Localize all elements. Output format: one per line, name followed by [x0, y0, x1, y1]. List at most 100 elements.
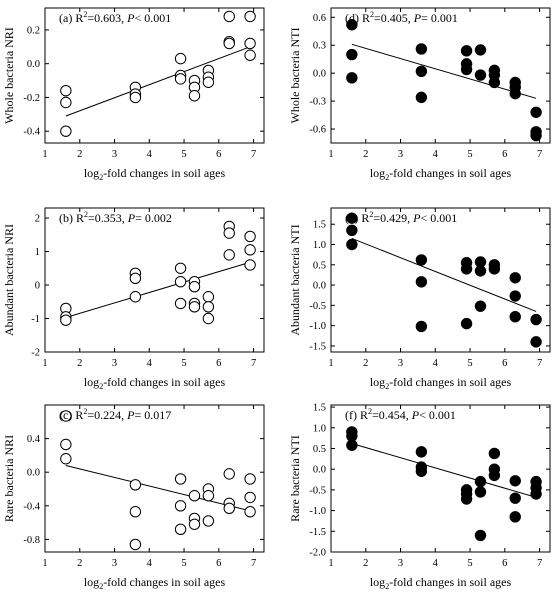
p-value: 0.002	[145, 211, 172, 225]
panel-label: (f)	[345, 408, 357, 422]
data-point	[129, 272, 142, 285]
y-tick-label: 0	[35, 281, 40, 292]
data-point	[244, 49, 256, 61]
data-point	[223, 10, 235, 23]
x-axis-label-log: log	[370, 375, 385, 389]
data-point	[60, 410, 72, 422]
y-tick-label: 0.0	[27, 59, 40, 70]
y-tick-label: 0.2	[27, 25, 40, 36]
panel-label: (d)	[345, 11, 359, 25]
data-point	[129, 505, 142, 518]
data-point	[202, 301, 215, 313]
x-tick-label: 4	[433, 558, 439, 569]
data-point	[474, 529, 487, 542]
data-point	[509, 87, 521, 100]
data-point	[244, 37, 256, 50]
x-axis-label: log2-fold changes in soil ages	[84, 575, 226, 591]
x-tick-label: 6	[502, 149, 507, 160]
x-axis-label-log: log	[84, 166, 99, 180]
data-point	[415, 320, 428, 333]
x-tick-label: 4	[147, 358, 153, 369]
y-tick-label: 0.5	[313, 444, 326, 455]
r2-value: 0.454	[379, 408, 406, 422]
y-tick-label: 0.0	[313, 69, 326, 80]
panel-e: 1 2 3 4 5 6 7-1.5-1.0-0.50.00.51.01.5(e) R2=0.…	[288, 207, 551, 391]
x-axis-label-rest: -fold changes in soil ages	[389, 166, 511, 180]
data-point	[223, 249, 235, 261]
data-point	[244, 491, 256, 504]
x-tick-label: 6	[216, 358, 221, 369]
y-tick-label: -0.5	[309, 485, 326, 496]
r2-value: 0.405	[381, 11, 408, 25]
data-point	[188, 90, 201, 102]
data-point	[415, 65, 428, 78]
x-tick-label: 4	[433, 358, 439, 369]
y-tick-label: -2.0	[309, 548, 326, 559]
data-point	[415, 446, 428, 458]
x-tick-label: 5	[181, 149, 186, 160]
data-point	[174, 52, 187, 65]
r2-value: 0.429	[380, 211, 407, 225]
data-point	[244, 259, 256, 271]
stats-annotation: (a) R2=0.603, P< 0.001	[59, 10, 171, 25]
x-tick-label: 1	[42, 149, 47, 160]
y-tick-label: 1.0	[313, 423, 326, 434]
data-point	[530, 106, 542, 118]
y-axis-label: Whole bacteria NTI	[288, 28, 302, 124]
data-point	[223, 502, 235, 515]
y-tick-label: -1.5	[309, 527, 326, 538]
data-point	[488, 447, 501, 460]
x-tick-label: 6	[216, 149, 221, 160]
equals-sign: =	[372, 408, 379, 422]
x-tick-label: 5	[467, 558, 472, 569]
y-tick-label: 0.0	[313, 465, 326, 476]
y-tick-label: -0.4	[23, 127, 40, 138]
data-point	[509, 492, 521, 504]
x-axis-label-sub: 2	[385, 382, 389, 391]
y-tick-label: -0.5	[309, 301, 326, 312]
x-axis-label: log2-fold changes in soil ages	[84, 375, 226, 391]
panel-d: 1 2 3 4 5 6 7-0.6-0.30.00.30.6 (d) R2=0.405, P=…	[288, 7, 551, 182]
data-point	[174, 275, 187, 288]
x-tick-label: 4	[433, 149, 439, 160]
data-point	[509, 272, 521, 284]
x-axis-label-log: log	[370, 575, 385, 589]
data-point	[346, 48, 358, 61]
data-point	[509, 290, 521, 302]
y-tick-label: 2	[35, 214, 40, 225]
data-point	[474, 475, 487, 488]
x-tick-label: 7	[537, 358, 542, 369]
y-tick-label: 1.5	[313, 220, 326, 231]
data-point	[174, 297, 187, 310]
panel-label: (a)	[59, 11, 72, 25]
p-relation: <	[420, 211, 427, 225]
separator: ,	[407, 211, 413, 225]
x-tick-label: 3	[398, 558, 403, 569]
equals-sign: =	[87, 408, 94, 422]
r2-superscript: 2	[83, 10, 87, 19]
data-point	[223, 468, 235, 480]
data-point	[530, 129, 542, 142]
r2-symbol: R	[72, 408, 83, 422]
x-axis-label-sub: 2	[385, 582, 389, 591]
data-point	[415, 276, 428, 288]
y-tick-label: 0.4	[27, 434, 41, 445]
trend-line	[351, 443, 537, 498]
r2-value: 0.224	[94, 408, 121, 422]
x-axis-label-rest: -fold changes in soil ages	[103, 166, 225, 180]
p-symbol: P	[127, 211, 136, 225]
equals-sign: =	[88, 211, 95, 225]
data-point	[60, 125, 72, 137]
data-point	[346, 19, 358, 31]
panel-label: (b)	[59, 211, 73, 225]
x-tick-label: 1	[328, 558, 333, 569]
y-tick-label: -0.4	[23, 501, 40, 512]
data-point	[346, 212, 358, 224]
data-point	[60, 438, 72, 451]
y-tick-label: 1	[35, 247, 40, 258]
separator: ,	[406, 408, 412, 422]
y-axis-label: Whole bacteria NRI	[2, 27, 16, 124]
y-tick-label: 0.6	[313, 13, 326, 24]
data-point	[202, 490, 215, 502]
r2-symbol: R	[72, 11, 83, 25]
